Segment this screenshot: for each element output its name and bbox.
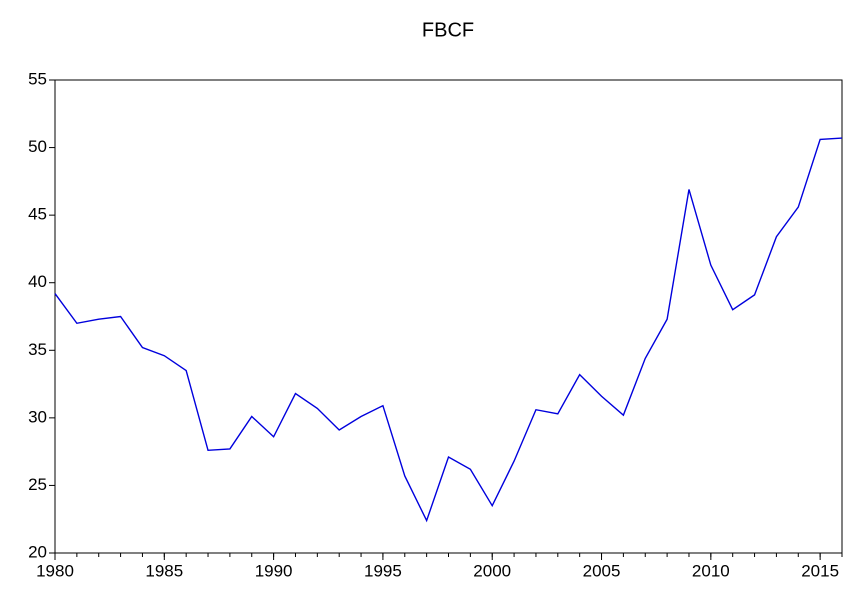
y-tick-label: 30 <box>28 407 47 426</box>
y-tick-label: 35 <box>28 340 47 359</box>
plot-frame <box>54 79 843 554</box>
x-tick-label: 2000 <box>473 561 511 580</box>
y-tick-label: 25 <box>28 475 47 494</box>
x-tick-label: 1990 <box>255 561 293 580</box>
chart-title: FBCF <box>422 19 474 41</box>
y-tick-label: 55 <box>28 69 47 88</box>
x-tick-label: 2015 <box>801 561 839 580</box>
data-line <box>54 137 843 523</box>
x-tick-label: 2010 <box>692 561 730 580</box>
y-tick-label: 45 <box>28 205 47 224</box>
y-tick-label: 40 <box>28 272 47 291</box>
x-tick-label: 1980 <box>36 561 74 580</box>
y-tick-label: 50 <box>28 137 47 156</box>
x-tick-label: 1995 <box>364 561 402 580</box>
y-tick-label: 20 <box>28 542 47 561</box>
x-tick-label: 2005 <box>583 561 621 580</box>
x-tick-label: 1985 <box>145 561 183 580</box>
